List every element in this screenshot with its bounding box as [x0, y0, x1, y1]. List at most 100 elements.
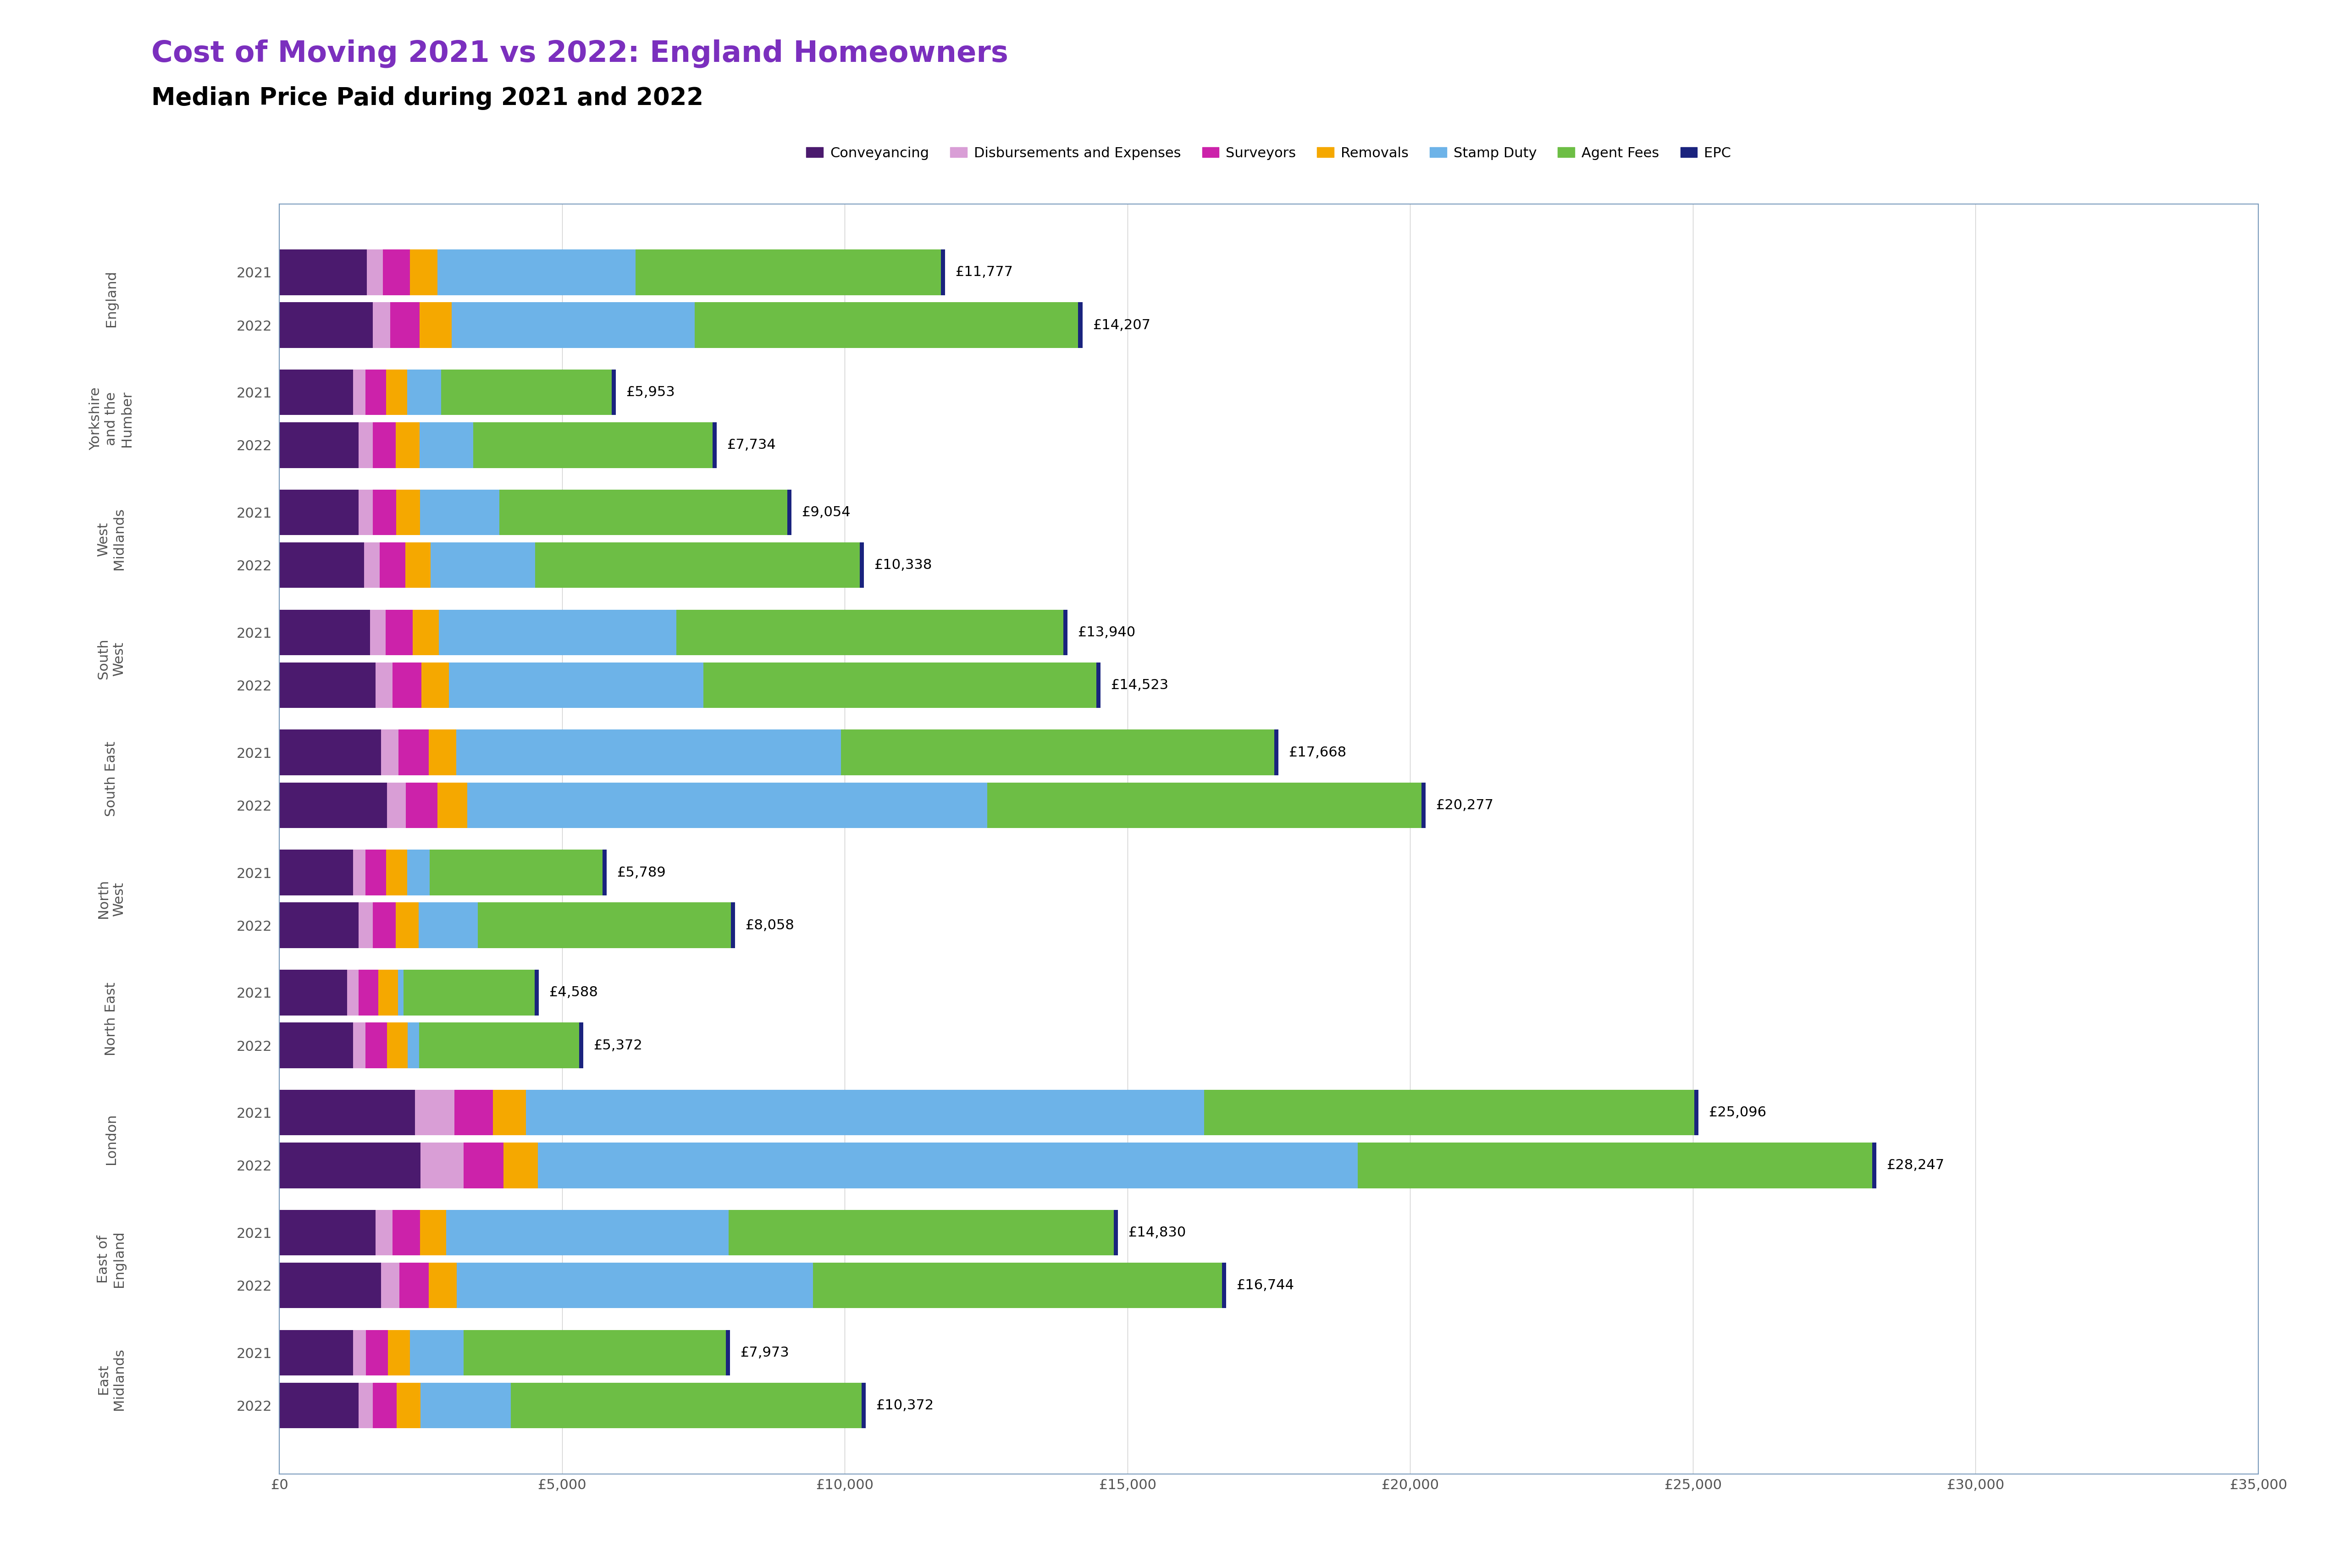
- Bar: [279, 969, 347, 1016]
- Bar: [365, 1022, 386, 1068]
- Bar: [279, 850, 354, 895]
- Bar: [382, 249, 410, 295]
- Text: £20,277: £20,277: [1436, 798, 1495, 812]
- Text: East of
England: East of England: [98, 1231, 126, 1287]
- Text: East
Midlands: East Midlands: [98, 1348, 126, 1410]
- Bar: [396, 1383, 421, 1428]
- Bar: [354, 370, 365, 416]
- Bar: [382, 729, 398, 775]
- Bar: [396, 489, 419, 535]
- Bar: [438, 249, 636, 295]
- Bar: [419, 1022, 580, 1068]
- Bar: [389, 1330, 410, 1375]
- Bar: [1113, 1210, 1117, 1256]
- Bar: [468, 782, 987, 828]
- Bar: [354, 1022, 365, 1068]
- Bar: [438, 782, 468, 828]
- Bar: [279, 610, 370, 655]
- Text: £9,054: £9,054: [801, 506, 850, 519]
- Text: £17,668: £17,668: [1287, 746, 1346, 759]
- Bar: [1273, 729, 1278, 775]
- Bar: [359, 903, 372, 949]
- Text: £14,830: £14,830: [1129, 1226, 1185, 1239]
- Bar: [414, 1090, 454, 1135]
- Bar: [419, 303, 452, 348]
- Bar: [279, 422, 359, 467]
- Bar: [787, 489, 792, 535]
- Text: North
West: North West: [98, 880, 126, 919]
- Text: £10,372: £10,372: [875, 1399, 934, 1413]
- Bar: [694, 303, 1078, 348]
- Bar: [987, 782, 1422, 828]
- Bar: [410, 1330, 463, 1375]
- Bar: [372, 1383, 396, 1428]
- Bar: [477, 903, 731, 949]
- Bar: [452, 303, 694, 348]
- Bar: [1695, 1090, 1697, 1135]
- Text: £5,953: £5,953: [626, 386, 675, 398]
- Bar: [354, 850, 365, 895]
- Bar: [428, 1262, 456, 1308]
- Bar: [449, 662, 703, 709]
- Text: £5,372: £5,372: [594, 1038, 643, 1052]
- Bar: [347, 969, 359, 1016]
- Bar: [403, 969, 535, 1016]
- Bar: [279, 1383, 359, 1428]
- Bar: [354, 1330, 365, 1375]
- Bar: [726, 1330, 731, 1375]
- Bar: [447, 1210, 729, 1256]
- Bar: [407, 850, 431, 895]
- Bar: [279, 729, 382, 775]
- Bar: [279, 303, 372, 348]
- Text: Yorkshire
and the
Humber: Yorkshire and the Humber: [88, 387, 133, 450]
- Text: £25,096: £25,096: [1709, 1105, 1767, 1120]
- Bar: [382, 1262, 400, 1308]
- Bar: [279, 249, 368, 295]
- Text: £5,789: £5,789: [617, 866, 666, 880]
- Bar: [359, 1383, 372, 1428]
- Bar: [941, 249, 945, 295]
- Bar: [421, 1143, 463, 1189]
- Text: South
West: South West: [98, 638, 126, 679]
- Bar: [365, 1330, 389, 1375]
- Bar: [1096, 662, 1101, 709]
- Bar: [473, 422, 712, 467]
- Bar: [454, 1090, 494, 1135]
- Bar: [372, 303, 391, 348]
- Bar: [612, 370, 617, 416]
- Bar: [279, 782, 386, 828]
- Bar: [279, 543, 363, 588]
- Bar: [398, 729, 428, 775]
- Bar: [405, 782, 438, 828]
- Text: £7,734: £7,734: [726, 439, 775, 452]
- Bar: [386, 850, 407, 895]
- Bar: [368, 249, 382, 295]
- Text: £14,523: £14,523: [1110, 679, 1169, 691]
- Text: £11,777: £11,777: [954, 265, 1013, 279]
- Bar: [535, 543, 859, 588]
- Bar: [279, 662, 375, 709]
- Bar: [279, 370, 354, 416]
- Text: £7,973: £7,973: [740, 1345, 789, 1359]
- Bar: [386, 610, 412, 655]
- Bar: [1422, 782, 1425, 828]
- Bar: [498, 489, 787, 535]
- Bar: [377, 969, 398, 1016]
- Text: Median Price Paid during 2021 and 2022: Median Price Paid during 2021 and 2022: [151, 86, 703, 110]
- Bar: [279, 1022, 354, 1068]
- Bar: [1872, 1143, 1876, 1189]
- Bar: [675, 610, 1064, 655]
- Bar: [359, 489, 372, 535]
- Bar: [365, 370, 386, 416]
- Bar: [386, 370, 407, 416]
- Bar: [421, 662, 449, 709]
- Bar: [463, 1143, 503, 1189]
- Bar: [372, 422, 396, 467]
- Bar: [428, 729, 456, 775]
- Bar: [363, 543, 379, 588]
- Bar: [456, 729, 840, 775]
- Bar: [1078, 303, 1083, 348]
- Text: £4,588: £4,588: [549, 986, 598, 999]
- Bar: [410, 249, 438, 295]
- Bar: [393, 1210, 419, 1256]
